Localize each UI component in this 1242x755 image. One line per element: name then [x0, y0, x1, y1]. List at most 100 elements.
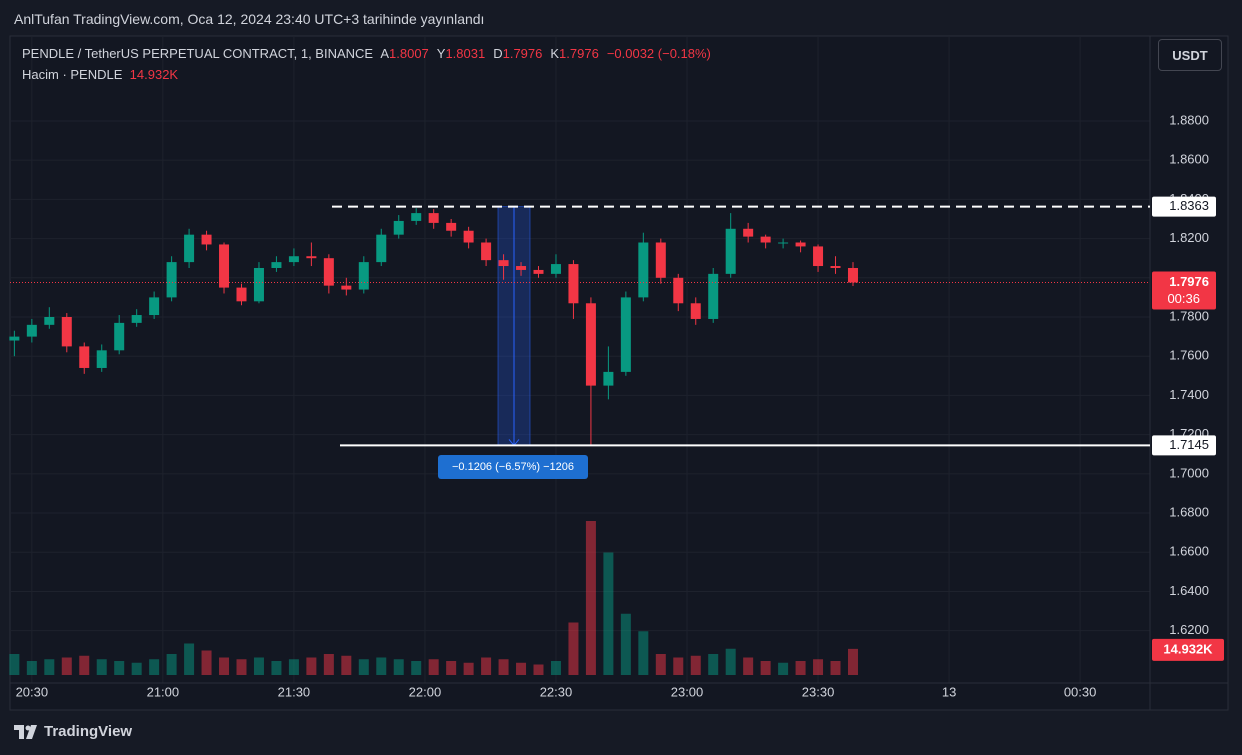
footer: TradingView — [14, 723, 132, 740]
candle-body — [26, 324, 37, 337]
volume-bar — [79, 655, 90, 675]
price-label: 1.7145 — [1169, 437, 1209, 452]
candle-body — [288, 256, 299, 263]
volume-bar — [61, 657, 72, 675]
candle-body — [550, 264, 561, 274]
currency-button[interactable]: USDT — [1158, 39, 1222, 71]
volume-bar — [760, 661, 771, 675]
measure-label-box — [438, 455, 588, 479]
measure-label: −0.1206 (−6.57%) −1206 — [452, 461, 574, 473]
volume-bar — [253, 657, 264, 675]
candle-body — [813, 246, 824, 267]
candle-body — [428, 213, 439, 223]
candle-body — [778, 242, 789, 244]
volume-bar — [603, 552, 614, 675]
x-tick-label: 22:30 — [540, 684, 573, 699]
chart-frame — [9, 35, 1229, 711]
volume-bar — [376, 657, 387, 675]
volume-bar — [271, 661, 282, 675]
candle-body — [323, 258, 334, 286]
volume-bar — [236, 659, 247, 675]
y-tick-label: 1.7000 — [1169, 465, 1209, 480]
x-tick-label: 21:00 — [147, 684, 180, 699]
candle-body — [725, 228, 736, 274]
volume-bar — [114, 661, 125, 675]
ohlc-label: A — [380, 46, 390, 61]
volume-bar — [743, 657, 754, 675]
volume-bar — [96, 659, 107, 675]
candle-body — [446, 222, 457, 231]
y-tick-label: 1.8600 — [1169, 152, 1209, 167]
volume-bar — [847, 648, 858, 675]
x-tick-label: 23:00 — [671, 684, 704, 699]
volume-label-box — [1152, 638, 1224, 661]
candle-body — [253, 267, 264, 302]
legend-line: PENDLE / TetherUS PERPETUAL CONTRACT, 1,… — [22, 46, 711, 61]
candle-body — [568, 264, 579, 304]
volume-bar — [288, 659, 299, 675]
candle-body — [149, 297, 160, 316]
volume-bar — [446, 661, 457, 675]
candle-body — [341, 285, 352, 290]
volume-bar — [9, 654, 20, 675]
candle-body — [44, 316, 55, 325]
candle-body — [690, 303, 701, 319]
change: −0.0032 (−0.18%) — [606, 46, 711, 61]
candle-body — [131, 315, 142, 323]
volume-bar — [533, 664, 544, 675]
volume-bar — [166, 654, 177, 675]
candle-body — [481, 242, 492, 261]
volume-bar — [655, 654, 666, 675]
y-tick-label: 1.6600 — [1169, 544, 1209, 559]
volume-bar — [131, 662, 142, 675]
volume-bar — [708, 654, 719, 675]
ohlc-value: 1.8031 — [445, 46, 486, 61]
candle-body — [306, 256, 317, 259]
candle-body — [9, 336, 20, 341]
volume-bar — [219, 657, 230, 675]
x-tick-label: 21:30 — [278, 684, 311, 699]
candle-body — [184, 234, 195, 263]
y-tick-label: 1.6800 — [1169, 504, 1209, 519]
volume-bar — [393, 659, 404, 675]
volume-bar — [463, 662, 474, 675]
volume-bar — [341, 655, 352, 675]
volume-legend: Hacim · PENDLE 14.932K — [22, 67, 178, 82]
volume-bar — [795, 661, 806, 675]
volume-bar — [411, 661, 422, 675]
x-tick-label: 00:30 — [1064, 684, 1097, 699]
ohlc-label: K — [550, 46, 560, 61]
footer-text: TradingView — [44, 723, 133, 740]
volume-bar — [358, 659, 369, 675]
last-price-box — [1152, 271, 1216, 310]
volume-bar — [568, 622, 579, 675]
y-tick-label: 1.8800 — [1169, 112, 1209, 127]
caption: AnlTufan TradingView.com, Oca 12, 2024 2… — [14, 11, 485, 27]
candle-body — [533, 269, 544, 274]
candle-body — [498, 260, 509, 267]
candle-body — [201, 234, 212, 245]
candle-body — [393, 220, 404, 235]
candle-body — [358, 262, 369, 290]
volume-bar — [184, 643, 195, 675]
x-tick-label: 23:30 — [802, 684, 835, 699]
ohlc-label: D — [493, 46, 503, 61]
symbol: PENDLE / TetherUS PERPETUAL CONTRACT, 1,… — [22, 46, 374, 61]
volume-bar — [550, 661, 561, 675]
candle-body — [743, 228, 754, 237]
candle-body — [376, 234, 387, 263]
volume-bar — [306, 657, 317, 675]
candle-body — [79, 346, 90, 368]
volume-bar — [690, 655, 701, 675]
volume-bar — [44, 659, 55, 675]
candle-body — [830, 266, 841, 268]
candle-body — [61, 316, 72, 347]
ohlc-value: 1.7976 — [502, 46, 543, 61]
candle-body — [655, 242, 666, 278]
x-tick-label: 20:30 — [16, 684, 49, 699]
volume-label: 14.932K — [1163, 641, 1213, 656]
volume-name: Hacim · PENDLE — [22, 67, 123, 82]
volume-bar — [149, 659, 160, 675]
